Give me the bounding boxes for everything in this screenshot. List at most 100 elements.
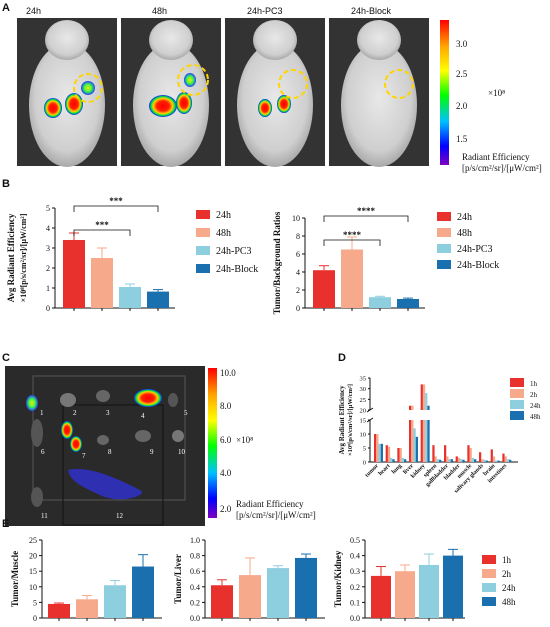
d-bar-muscle-48h	[474, 459, 477, 462]
chart-e3: 0.0 0.1 0.2 0.3 0.4 0.5 Tumor/Kidney	[333, 536, 465, 623]
E1-bar-3	[132, 566, 154, 618]
legend-b2: 24h 48h 24h-PC3 24h-Block	[437, 212, 499, 271]
legend-E-label-0: 1h	[502, 555, 512, 565]
E1-bar-0	[48, 603, 70, 618]
svg-text:12: 12	[116, 512, 124, 520]
legend-D-swatch-1	[510, 389, 524, 398]
colorbar-c-label-2: [p/s/cm²/sr]/[μW/cm²]	[236, 510, 316, 520]
B1-ytick-label: 1	[46, 284, 50, 293]
B1-ytick-label: 4	[46, 224, 50, 233]
panel-c-image	[5, 366, 205, 526]
E1-bar-2	[104, 585, 126, 618]
legend-D-swatch-0	[510, 378, 524, 387]
d-bar-muscle-2h	[469, 448, 472, 462]
d-bar-tumor-1h	[374, 434, 377, 462]
d-bar-lung-48h	[404, 459, 407, 462]
legend-E-label-3: 48h	[502, 597, 516, 607]
B2-significance-bracket	[323, 215, 409, 222]
B1-bar-1	[91, 258, 113, 308]
svg-text:6: 6	[41, 448, 45, 456]
legend-B1-label-1: 48h	[216, 228, 231, 239]
legend-D-swatch-3	[510, 411, 524, 420]
svg-text:2: 2	[73, 409, 77, 417]
E3-ytick-label: 0.1	[350, 598, 360, 607]
d-bar-tumor-2h	[376, 434, 379, 462]
organ-numbers: 1 2 3 4 5 6 7 8 9 10 11 12	[40, 409, 188, 520]
d-bar-bladder-24h	[460, 459, 463, 462]
d-bar-salivary glands-48h	[485, 460, 488, 462]
B2-ylabel: Tumor/Background Ratios	[272, 211, 282, 314]
d-bar-low-kidney-1h	[420, 420, 423, 462]
d-bar-lung-1h	[397, 448, 400, 462]
d-bar-salivary glands-24h	[483, 459, 486, 462]
svg-text:11: 11	[41, 512, 48, 520]
d-ytick-label: 5	[363, 446, 366, 453]
d-bar-muscle-24h	[471, 457, 475, 462]
E2-ytick-label: 1.0	[190, 536, 200, 545]
E1-ytick-label: 5	[33, 598, 37, 607]
d-bar-muscle-1h	[467, 445, 470, 462]
legend-B1-swatch-3	[196, 264, 210, 273]
E1-ytick-label: 25	[29, 536, 37, 545]
chart-b2: 0 2 4 6 8 10 **** **** Tumor/Background Ratios	[272, 206, 425, 314]
d-bar-liver-24h	[413, 428, 416, 462]
E3-ytick-label: 0.2	[350, 583, 360, 592]
d-bar-bladder-48h	[462, 459, 465, 462]
colorbar-c-tick-1: 8.0	[220, 401, 232, 411]
d-bar-intestines-48h	[509, 459, 512, 462]
colorbar-c	[208, 368, 217, 518]
svg-text:4: 4	[141, 412, 145, 420]
d-bar-heart-48h	[392, 459, 395, 462]
d-bar-tumor-48h	[380, 443, 383, 462]
image-title-24h-block: 24h-Block	[351, 6, 392, 16]
colorbar-c-tick-3: 4.0	[220, 468, 232, 478]
legend-B2-swatch-3	[437, 260, 451, 269]
chart-b1: 0 1 2 3 4 5 *** *** Avg Radiant Efficiency ×10⁸[p…	[6, 196, 175, 313]
d-bar-high-kidney-1h	[420, 384, 423, 410]
E1-ylabel: Tumor/Muscle	[10, 551, 20, 607]
B2-bar-1	[341, 249, 363, 308]
colorbar-c-tick-2: 6.0	[220, 435, 232, 445]
legend-B1-label-3: 24h-Block	[216, 264, 258, 275]
d-ytick-label: 0	[363, 460, 366, 467]
B2-ytick-label: 8	[296, 232, 300, 241]
legend-e: 1h 2h 24h 48h	[482, 555, 516, 607]
legend-B2-label-0: 24h	[457, 212, 472, 223]
E2-ytick-label: 0.6	[190, 567, 200, 576]
E3-ytick-label: 0.5	[350, 536, 360, 545]
d-bar-spleen-48h	[439, 459, 442, 462]
B1-significance-bracket	[73, 205, 159, 212]
d-bar-brain-24h	[495, 460, 498, 462]
d-bar-lung-2h	[399, 448, 402, 462]
E2-ytick-label: 0.4	[190, 583, 200, 592]
svg-text:3: 3	[106, 409, 110, 417]
legend-E-swatch-3	[482, 597, 496, 606]
legend-E-swatch-1	[482, 569, 496, 578]
E1-bar-1	[76, 599, 98, 618]
B1-significance-bracket	[73, 229, 131, 236]
legend-B2-label-2: 24h-PC3	[457, 244, 493, 255]
E3-ytick-label: 0.4	[350, 552, 360, 561]
E2-ylabel: Tumor/Liver	[173, 554, 183, 604]
d-bar-heart-1h	[385, 445, 388, 462]
legend-E-swatch-2	[482, 583, 496, 592]
panel-letter-a: A	[2, 2, 10, 14]
panel-letter-d: D	[338, 352, 346, 364]
chart-e1: 0 5 10 15 20 25 Tumor/Muscle	[10, 536, 162, 623]
E1-ytick-label: 20	[29, 552, 37, 561]
B1-ytick-label: 3	[46, 244, 50, 253]
d-bar-tumor-24h	[378, 443, 381, 462]
colorbar-c-tick-4: 2.0	[220, 504, 232, 514]
E3-bar-2	[419, 564, 439, 618]
legend-B1-label-2: 24h-PC3	[216, 246, 252, 257]
E3-ytick-label: 0.0	[350, 614, 360, 623]
d-bar-gallbladder-48h	[450, 459, 453, 462]
E2-bar-3	[295, 557, 317, 618]
E2-ytick-label: 0.2	[190, 598, 200, 607]
image-title-48h: 48h	[152, 6, 167, 16]
legend-D-label-2: 24h	[530, 402, 541, 410]
d-bar-low-kidney-48h	[427, 420, 430, 462]
d-ytick-label: 30	[360, 386, 367, 393]
fluorescence-signals	[44, 73, 291, 118]
